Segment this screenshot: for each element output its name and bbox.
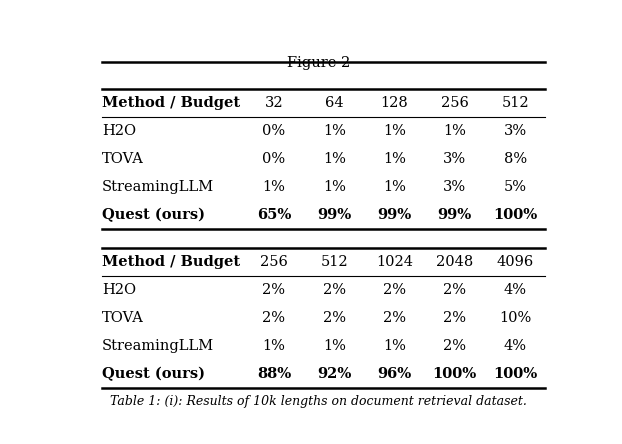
Text: 88%: 88% bbox=[257, 367, 291, 381]
Text: 1%: 1% bbox=[383, 180, 406, 194]
Text: 99%: 99% bbox=[438, 208, 472, 222]
Text: 10%: 10% bbox=[499, 311, 531, 325]
Text: Method / Budget: Method / Budget bbox=[102, 255, 240, 269]
Text: 2%: 2% bbox=[443, 339, 466, 353]
Text: Method / Budget: Method / Budget bbox=[102, 96, 240, 110]
Text: 2%: 2% bbox=[323, 311, 346, 325]
Text: 1%: 1% bbox=[323, 339, 346, 353]
Text: 96%: 96% bbox=[378, 367, 412, 381]
Text: 32: 32 bbox=[264, 96, 283, 110]
Text: H2O: H2O bbox=[102, 283, 136, 297]
Text: 3%: 3% bbox=[443, 152, 466, 166]
Text: Table 1: (i): Results of 10k lengths on document retrieval dataset.: Table 1: (i): Results of 10k lengths on … bbox=[110, 395, 527, 408]
Text: 4096: 4096 bbox=[496, 255, 534, 269]
Text: 3%: 3% bbox=[504, 124, 527, 138]
Text: 0%: 0% bbox=[262, 124, 285, 138]
Text: StreamingLLM: StreamingLLM bbox=[102, 180, 214, 194]
Text: 256: 256 bbox=[441, 96, 469, 110]
Text: 100%: 100% bbox=[493, 208, 537, 222]
Text: H2O: H2O bbox=[102, 124, 136, 138]
Text: 4%: 4% bbox=[504, 283, 527, 297]
Text: 92%: 92% bbox=[317, 367, 351, 381]
Text: 99%: 99% bbox=[378, 208, 412, 222]
Text: 1%: 1% bbox=[383, 339, 406, 353]
Text: TOVA: TOVA bbox=[102, 311, 144, 325]
Text: TOVA: TOVA bbox=[102, 152, 144, 166]
Text: 2048: 2048 bbox=[436, 255, 473, 269]
Text: 1%: 1% bbox=[323, 152, 346, 166]
Text: 2%: 2% bbox=[323, 283, 346, 297]
Text: Quest (ours): Quest (ours) bbox=[102, 208, 205, 222]
Text: 99%: 99% bbox=[317, 208, 351, 222]
Text: Figure 2: Figure 2 bbox=[287, 56, 350, 70]
Text: 8%: 8% bbox=[504, 152, 527, 166]
Text: 2%: 2% bbox=[262, 283, 285, 297]
Text: 0%: 0% bbox=[262, 152, 285, 166]
Text: 128: 128 bbox=[381, 96, 409, 110]
Text: StreamingLLM: StreamingLLM bbox=[102, 339, 214, 353]
Text: 2%: 2% bbox=[262, 311, 285, 325]
Text: 100%: 100% bbox=[493, 367, 537, 381]
Text: 1%: 1% bbox=[383, 152, 406, 166]
Text: 100%: 100% bbox=[433, 367, 477, 381]
Text: 65%: 65% bbox=[257, 208, 291, 222]
Text: 1%: 1% bbox=[262, 180, 285, 194]
Text: 1%: 1% bbox=[383, 124, 406, 138]
Text: 5%: 5% bbox=[504, 180, 527, 194]
Text: 64: 64 bbox=[325, 96, 343, 110]
Text: 512: 512 bbox=[320, 255, 348, 269]
Text: 1%: 1% bbox=[323, 180, 346, 194]
Text: 256: 256 bbox=[260, 255, 288, 269]
Text: 1%: 1% bbox=[262, 339, 285, 353]
Text: Quest (ours): Quest (ours) bbox=[102, 367, 205, 381]
Text: 4%: 4% bbox=[504, 339, 527, 353]
Text: 2%: 2% bbox=[383, 283, 406, 297]
Text: 1024: 1024 bbox=[376, 255, 413, 269]
Text: 2%: 2% bbox=[443, 283, 466, 297]
Text: 2%: 2% bbox=[443, 311, 466, 325]
Text: 1%: 1% bbox=[323, 124, 346, 138]
Text: 512: 512 bbox=[501, 96, 529, 110]
Text: 3%: 3% bbox=[443, 180, 466, 194]
Text: 1%: 1% bbox=[443, 124, 466, 138]
Text: 2%: 2% bbox=[383, 311, 406, 325]
